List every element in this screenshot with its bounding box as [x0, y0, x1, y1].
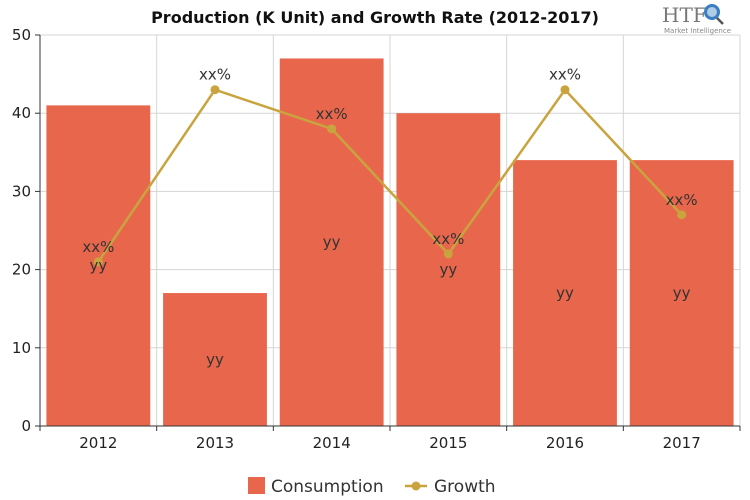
- line-series: [93, 85, 687, 267]
- bar-data-label: yy: [89, 257, 107, 275]
- legend-swatch-consumption: [248, 477, 265, 494]
- bar-data-label: yy: [439, 261, 457, 279]
- x-tick-label: 2017: [663, 434, 701, 452]
- axes: 0 10 20 30 40 50 2012 2013 2014 2015 2016 2017: [12, 26, 741, 452]
- magnifier-globe-icon: [704, 4, 724, 25]
- line-data-label: xx%: [432, 230, 464, 248]
- growth-point: [93, 257, 103, 267]
- chart-title: Production (K Unit) and Growth Rate (201…: [151, 8, 599, 27]
- growth-point: [327, 124, 337, 134]
- bar-data-label: yy: [206, 351, 224, 369]
- logo-wordmark: HTF: [662, 3, 707, 27]
- bar: [279, 58, 384, 427]
- y-tick-label: 50: [12, 26, 31, 44]
- logo: HTF Market Intelligence: [662, 3, 731, 35]
- x-tick-label: 2016: [546, 434, 584, 452]
- logo-subtitle: Market Intelligence: [664, 27, 731, 35]
- line-data-label: xx%: [199, 66, 231, 84]
- legend-label-consumption: Consumption: [271, 477, 384, 497]
- bar: [163, 293, 267, 426]
- y-tick-label: 0: [21, 417, 31, 435]
- bar-series: [46, 58, 734, 427]
- bar-data-label: yy: [556, 284, 574, 302]
- line-data-label: xx%: [316, 105, 348, 123]
- legend-marker-growth: [411, 481, 421, 491]
- y-tick-label: 30: [12, 182, 31, 200]
- bar: [629, 160, 734, 426]
- growth-point: [560, 85, 570, 95]
- x-tick-label: 2015: [429, 434, 467, 452]
- y-tick-label: 20: [12, 261, 31, 279]
- legend-label-growth: Growth: [434, 477, 496, 497]
- growth-line: [97, 87, 683, 263]
- y-tick-label: 40: [12, 104, 31, 122]
- bar-data-label: yy: [673, 284, 691, 302]
- line-data-label: xx%: [666, 191, 698, 209]
- line-data-label: xx%: [549, 66, 581, 84]
- growth-point: [677, 210, 687, 220]
- y-tick-label: 10: [12, 339, 31, 357]
- growth-point: [443, 249, 453, 259]
- bar: [396, 113, 501, 426]
- grid: [40, 34, 741, 426]
- x-tick-label: 2013: [196, 434, 234, 452]
- x-tick-label: 2014: [313, 434, 351, 452]
- line-data-label: xx%: [82, 238, 114, 256]
- growth-point: [210, 85, 220, 95]
- x-tick-label: 2012: [79, 434, 117, 452]
- bar: [513, 160, 617, 426]
- bar-data-label: yy: [323, 233, 341, 251]
- legend: Consumption Growth: [248, 477, 496, 497]
